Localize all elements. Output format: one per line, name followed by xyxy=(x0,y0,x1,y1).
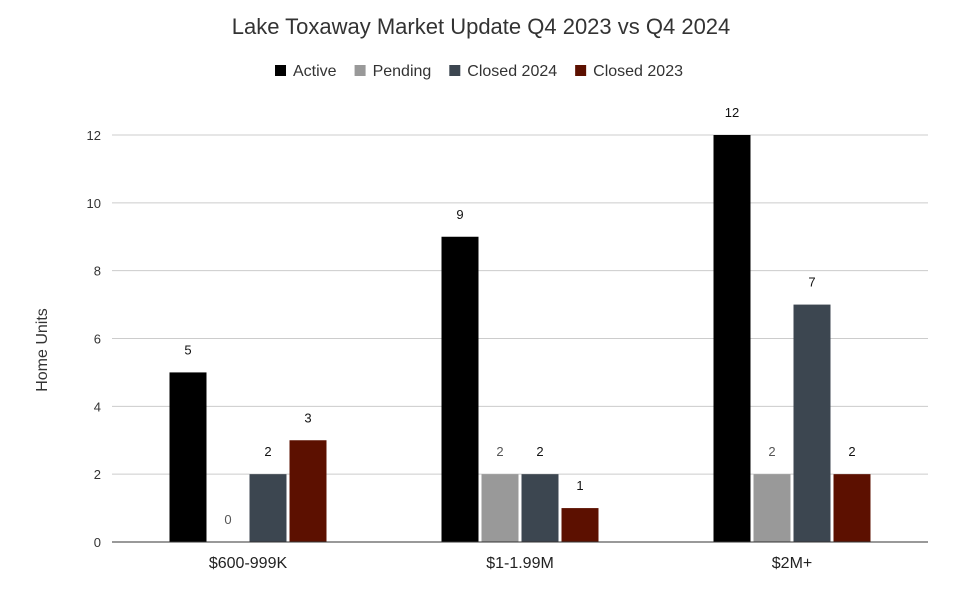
bars xyxy=(169,135,871,542)
data-labels: 5 0 2 3 9 2 2 1 12 2 7 2 xyxy=(184,105,855,527)
legend-item-closed-2024: Closed 2024 xyxy=(449,63,557,80)
bar-pending-1-1-99m xyxy=(481,474,519,542)
data-label: 9 xyxy=(456,207,463,222)
y-tick-label: 6 xyxy=(94,332,101,347)
bar-closed-2024-600-999k xyxy=(249,474,287,542)
data-label: 0 xyxy=(224,512,231,527)
data-label: 1 xyxy=(576,478,583,493)
legend-swatch xyxy=(449,65,461,76)
legend-swatch xyxy=(354,65,366,76)
x-category-label: $2M+ xyxy=(772,555,812,572)
data-label: 7 xyxy=(808,275,815,290)
legend-label: Active xyxy=(293,63,337,80)
y-tick-label: 2 xyxy=(94,467,101,482)
bar-active-1-1-99m xyxy=(441,236,479,542)
legend-swatch xyxy=(275,65,287,76)
data-label: 3 xyxy=(304,410,311,425)
bar-pending-2m xyxy=(753,474,791,542)
legend-label: Pending xyxy=(373,63,432,80)
data-label: 12 xyxy=(725,105,739,120)
legend-swatch xyxy=(575,65,587,76)
x-axis-categories: $600-999K $1-1.99M $2M+ xyxy=(209,555,812,572)
bar-closed-2023-2m xyxy=(833,474,871,542)
chart-title: Lake Toxaway Market Update Q4 2023 vs Q4… xyxy=(232,14,731,39)
y-tick-label: 4 xyxy=(94,399,101,414)
data-label: 2 xyxy=(264,444,271,459)
y-tick-label: 10 xyxy=(87,196,101,211)
x-category-label: $600-999K xyxy=(209,555,288,572)
legend-item-pending: Pending xyxy=(354,63,432,80)
gridlines xyxy=(112,134,928,475)
data-label: 2 xyxy=(536,444,543,459)
bar-closed-2023-600-999k xyxy=(289,440,327,542)
bar-active-600-999k xyxy=(169,372,207,542)
legend-item-active: Active xyxy=(275,63,337,80)
legend-label: Closed 2024 xyxy=(467,63,557,80)
y-tick-label: 0 xyxy=(94,535,101,550)
y-tick-label: 12 xyxy=(87,128,101,143)
y-axis-ticks: 0 2 4 6 8 10 12 xyxy=(87,128,101,550)
bar-closed-2023-1-1-99m xyxy=(561,508,599,542)
data-label: 2 xyxy=(848,444,855,459)
data-label: 5 xyxy=(184,342,191,357)
data-label: 2 xyxy=(768,444,775,459)
x-category-label: $1-1.99M xyxy=(486,555,554,572)
bar-closed-2024-1-1-99m xyxy=(521,474,559,542)
y-tick-label: 8 xyxy=(94,264,101,279)
data-label: 2 xyxy=(496,444,503,459)
legend-item-closed-2023: Closed 2023 xyxy=(575,63,683,80)
legend-label: Closed 2023 xyxy=(593,63,683,80)
bar-active-2m xyxy=(713,135,751,542)
bar-closed-2024-2m xyxy=(793,304,831,542)
legend: Active Pending Closed 2024 Closed 2023 xyxy=(275,63,683,80)
y-axis-label: Home Units xyxy=(34,308,51,392)
